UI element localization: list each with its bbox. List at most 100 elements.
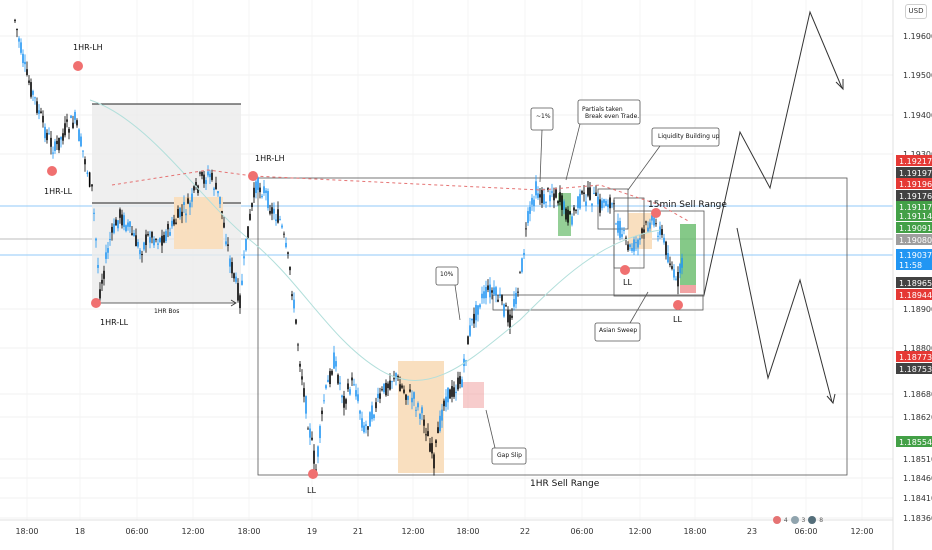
candle-body bbox=[227, 244, 229, 246]
candle-body bbox=[431, 443, 433, 454]
candle-body bbox=[249, 213, 251, 220]
price-tick-label: 1.18680 bbox=[903, 390, 932, 399]
candle-body bbox=[577, 196, 579, 208]
price-tag-label: 1.19117 bbox=[899, 203, 932, 212]
projection-bull-arrowhead bbox=[835, 79, 844, 91]
candle-body bbox=[237, 283, 239, 301]
candle-body bbox=[107, 248, 109, 253]
price-tick-label: 1.19600 bbox=[903, 32, 932, 41]
price-tag-bg bbox=[896, 363, 932, 374]
candle-body bbox=[151, 231, 153, 238]
candle-body bbox=[163, 235, 165, 243]
time-tick-label: 12:00 bbox=[181, 527, 204, 536]
zone-box-a bbox=[597, 188, 629, 230]
time-axis[interactable]: 18:00 18 06:00 12:00 18:00 19 21 12:00 18:00 22 06… bbox=[15, 527, 873, 536]
candle-body bbox=[283, 233, 285, 235]
candle-body bbox=[153, 238, 155, 246]
candle-body bbox=[281, 225, 283, 228]
candle-body bbox=[405, 394, 407, 400]
candle-body bbox=[629, 244, 631, 247]
candle-body bbox=[379, 393, 381, 399]
candle-body bbox=[441, 409, 443, 421]
time-tick-label: 06:00 bbox=[794, 527, 817, 536]
candle-body bbox=[335, 361, 337, 367]
candle-body bbox=[46, 132, 48, 141]
candle-body bbox=[481, 293, 483, 299]
candle-body bbox=[143, 242, 145, 250]
currency-badge[interactable]: USD bbox=[905, 4, 927, 19]
candle-body bbox=[435, 440, 437, 443]
candle-body bbox=[535, 181, 537, 196]
candle-body bbox=[411, 397, 413, 403]
candle-body bbox=[421, 407, 423, 414]
price-tag-bg bbox=[896, 351, 932, 362]
candle-body bbox=[72, 122, 74, 128]
price-tag-bg bbox=[896, 167, 932, 178]
candle-body bbox=[433, 454, 435, 469]
candle-body bbox=[323, 400, 325, 402]
candle-body bbox=[583, 192, 585, 195]
price-tag-label: 1.19196 bbox=[899, 180, 932, 189]
candle-body bbox=[289, 266, 291, 271]
candle-body bbox=[587, 187, 589, 196]
candle-body bbox=[167, 223, 169, 230]
candle-body bbox=[231, 262, 233, 274]
candle-body bbox=[409, 389, 411, 392]
candle-body bbox=[461, 379, 463, 388]
price-tags: 1.19217 1.19197 1.19196 1.19176 1.191171.191… bbox=[896, 155, 932, 447]
candle-body bbox=[399, 384, 401, 392]
price-axis[interactable]: 1.19600 1.19500 1.19400 1.19300 1.18900 1.188… bbox=[903, 32, 932, 523]
candle-body bbox=[571, 216, 573, 225]
candle-body bbox=[563, 201, 565, 210]
candle-body bbox=[187, 198, 189, 204]
candle-body bbox=[42, 115, 44, 123]
candle-body bbox=[493, 287, 495, 295]
candle-body bbox=[467, 336, 469, 345]
candle-body bbox=[48, 133, 50, 135]
candle-body bbox=[243, 256, 245, 259]
price-tag-bg bbox=[896, 210, 932, 221]
candle-body bbox=[149, 237, 151, 243]
candle-body bbox=[44, 126, 46, 139]
candle-body bbox=[407, 395, 409, 400]
price-tick-label: 1.19500 bbox=[903, 71, 932, 80]
candle-body bbox=[333, 352, 335, 369]
candle-body bbox=[371, 405, 373, 420]
candle-body bbox=[84, 159, 86, 165]
candle-body bbox=[471, 318, 473, 321]
zone-sweep-box bbox=[492, 294, 704, 311]
candle-body bbox=[595, 192, 597, 197]
candle-body bbox=[145, 234, 147, 246]
candle-body bbox=[261, 195, 263, 198]
price-tick-label: 1.18460 bbox=[903, 474, 932, 483]
price-tag-label: 1.19176 bbox=[899, 192, 932, 201]
candle-body bbox=[177, 209, 179, 218]
candle-body bbox=[82, 150, 84, 152]
candle-body bbox=[247, 226, 249, 239]
pivot-marker bbox=[651, 208, 661, 218]
time-tick-label: 18:00 bbox=[15, 527, 38, 536]
candle-body bbox=[253, 187, 255, 198]
candle-body bbox=[193, 186, 195, 191]
price-tick-label: 1.18900 bbox=[903, 305, 932, 314]
candle-body bbox=[437, 427, 439, 434]
candle-body bbox=[295, 319, 297, 324]
candle-body bbox=[209, 173, 211, 178]
candle-body bbox=[341, 395, 343, 398]
candle-body bbox=[663, 237, 665, 243]
candle-body bbox=[641, 228, 643, 234]
candle-body bbox=[541, 190, 543, 203]
candle-body bbox=[573, 207, 575, 211]
candle-body bbox=[97, 264, 99, 268]
candle-body bbox=[607, 204, 609, 208]
price-tag-label: 11:58 bbox=[899, 261, 922, 270]
price-tag-label: 1.18965 bbox=[899, 279, 932, 288]
candle-body bbox=[60, 136, 62, 140]
time-tick-label: 18:00 bbox=[683, 527, 706, 536]
candle-body bbox=[523, 252, 525, 255]
candle-body bbox=[225, 241, 227, 245]
price-tick-label: 1.18410 bbox=[903, 494, 932, 503]
candle-body bbox=[549, 195, 551, 202]
candle-body bbox=[499, 294, 501, 296]
candle-body bbox=[631, 248, 633, 251]
